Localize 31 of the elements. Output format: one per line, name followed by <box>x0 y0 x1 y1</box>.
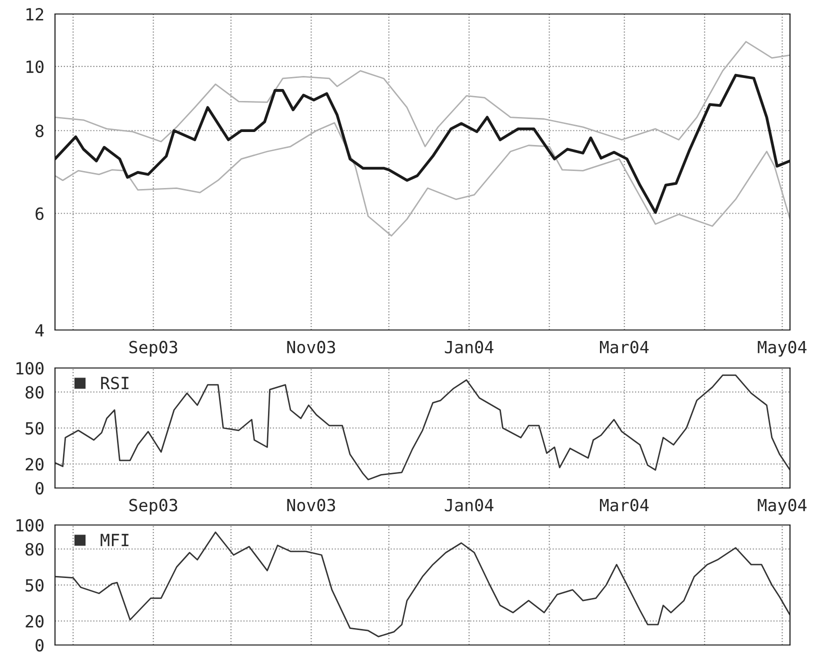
y-tick-label: 10 <box>26 60 44 74</box>
y-tick-label: 4 <box>35 324 44 336</box>
x-tick-label: May04 <box>758 340 807 357</box>
legend-label: RSI <box>101 376 128 390</box>
y-tick-label: 0 <box>36 482 44 495</box>
x-tick-label: Sep03 <box>129 498 178 515</box>
y-tick-label: 50 <box>26 422 44 435</box>
x-tick-label: Mar04 <box>600 498 649 512</box>
y-tick-label: 20 <box>26 615 44 628</box>
line-series <box>55 122 790 236</box>
y-tick-label: 100 <box>16 519 44 532</box>
x-tick-label: Jan04 <box>444 498 494 512</box>
y-tick-label: 50 <box>26 579 44 592</box>
y-tick-label: 80 <box>26 386 44 399</box>
y-tick-label: 6 <box>36 207 44 220</box>
y-tick-label: 12 <box>26 8 44 20</box>
y-tick-label: 0 <box>36 639 44 652</box>
x-tick-label: Nov03 <box>287 498 336 512</box>
x-tick-label: Jan04 <box>444 340 494 354</box>
x-tick-label: Mar04 <box>600 340 649 354</box>
line-series <box>55 532 790 638</box>
line-series <box>55 40 790 148</box>
line-series <box>55 374 790 480</box>
y-tick-label: 80 <box>26 543 44 556</box>
y-tick-label: 100 <box>16 362 44 375</box>
x-tick-label: May04 <box>758 498 807 515</box>
y-tick-label: 20 <box>26 458 44 471</box>
legend-label: MFI <box>100 534 128 546</box>
x-tick-label: Sep03 <box>129 340 178 357</box>
y-tick-label: 8 <box>36 124 44 138</box>
x-tick-label: Nov03 <box>287 340 336 354</box>
